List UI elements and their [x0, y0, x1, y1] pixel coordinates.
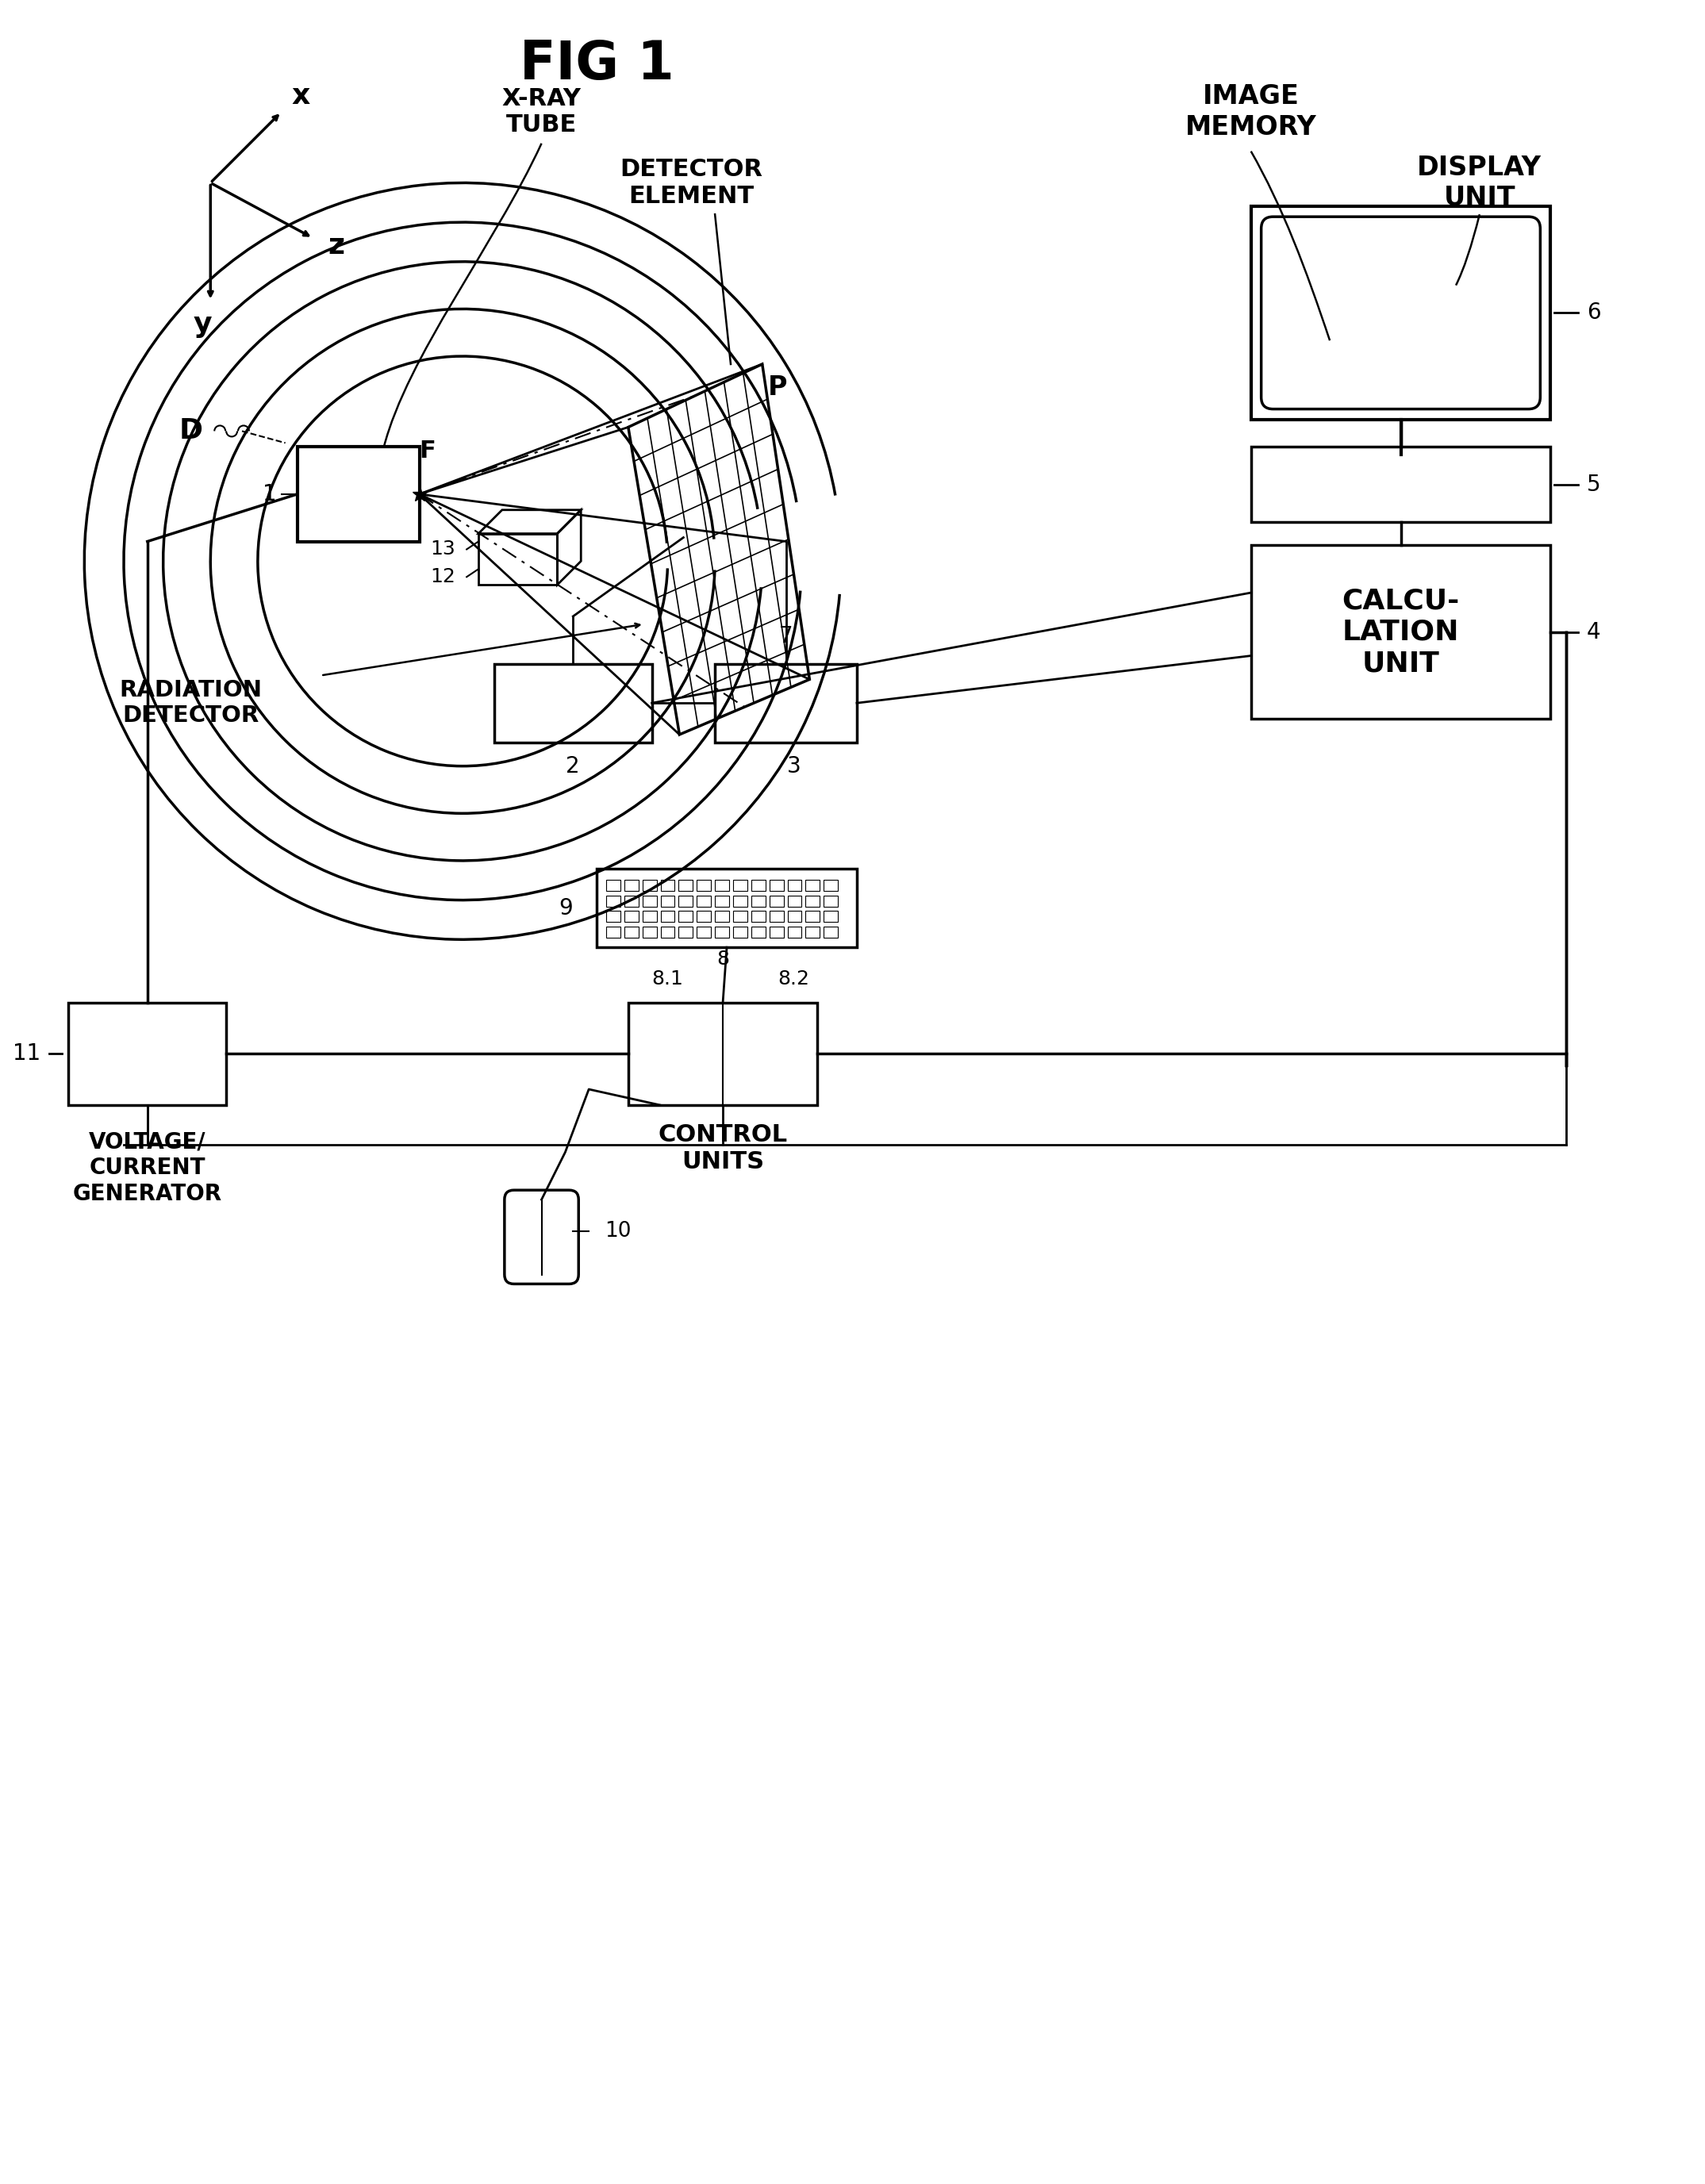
Bar — [769, 911, 784, 922]
Bar — [679, 926, 692, 937]
Bar — [824, 911, 837, 922]
Bar — [624, 911, 638, 922]
Bar — [733, 880, 747, 891]
Bar — [697, 880, 711, 891]
Text: F: F — [419, 439, 435, 463]
Bar — [805, 895, 820, 906]
Bar — [607, 895, 621, 906]
Text: 3: 3 — [786, 756, 801, 778]
Bar — [697, 911, 711, 922]
Text: 12: 12 — [430, 568, 455, 587]
Bar — [643, 926, 656, 937]
Text: 8.1: 8.1 — [651, 970, 684, 989]
Bar — [714, 880, 730, 891]
Text: DISPLAY
UNIT: DISPLAY UNIT — [1417, 155, 1541, 212]
Bar — [714, 664, 858, 743]
Text: RADIATION
DETECTOR: RADIATION DETECTOR — [119, 679, 263, 727]
Bar — [643, 911, 656, 922]
Bar — [714, 911, 730, 922]
Bar — [733, 911, 747, 922]
Bar — [624, 880, 638, 891]
Bar — [624, 895, 638, 906]
Text: 10: 10 — [605, 1221, 631, 1241]
Text: 8.2: 8.2 — [777, 970, 810, 989]
Bar — [643, 895, 656, 906]
Bar — [679, 880, 692, 891]
Bar — [679, 895, 692, 906]
Bar — [788, 911, 801, 922]
Bar — [597, 869, 858, 948]
Bar — [1251, 207, 1550, 419]
Bar — [660, 911, 675, 922]
Bar — [752, 895, 766, 906]
Bar — [643, 880, 656, 891]
Text: y: y — [193, 310, 211, 339]
Text: 4: 4 — [1587, 620, 1601, 644]
Text: 1: 1 — [263, 483, 276, 505]
Text: DETECTOR
ELEMENT: DETECTOR ELEMENT — [621, 157, 762, 207]
Bar — [624, 926, 638, 937]
Text: 11: 11 — [14, 1042, 41, 1066]
Bar — [769, 926, 784, 937]
Bar — [627, 1002, 817, 1105]
Text: 5: 5 — [1587, 474, 1601, 496]
Bar — [805, 880, 820, 891]
Bar — [607, 880, 621, 891]
Bar — [788, 926, 801, 937]
Bar — [824, 926, 837, 937]
Bar — [752, 926, 766, 937]
Text: x: x — [292, 83, 310, 109]
Bar — [494, 664, 651, 743]
Text: CALCU-
LATION
UNIT: CALCU- LATION UNIT — [1342, 587, 1459, 677]
Bar — [607, 926, 621, 937]
Bar — [297, 448, 419, 542]
Bar — [769, 895, 784, 906]
Text: VOLTAGE/
CURRENT
GENERATOR: VOLTAGE/ CURRENT GENERATOR — [73, 1131, 222, 1206]
Bar — [1251, 448, 1550, 522]
Text: FIG 1: FIG 1 — [520, 39, 673, 92]
Text: 6: 6 — [1587, 301, 1601, 323]
Bar — [824, 895, 837, 906]
Text: 2: 2 — [566, 756, 580, 778]
Bar — [752, 880, 766, 891]
Text: 9: 9 — [559, 898, 573, 919]
Text: 7: 7 — [779, 625, 793, 646]
Bar — [714, 926, 730, 937]
Bar — [788, 880, 801, 891]
Bar — [697, 926, 711, 937]
Bar — [752, 911, 766, 922]
Bar — [805, 926, 820, 937]
Text: P: P — [769, 376, 788, 402]
Bar — [679, 911, 692, 922]
Bar — [824, 880, 837, 891]
Bar — [733, 926, 747, 937]
Text: D: D — [179, 417, 203, 446]
Bar — [68, 1002, 227, 1105]
Bar — [660, 880, 675, 891]
Bar — [607, 911, 621, 922]
Bar — [714, 895, 730, 906]
Bar — [805, 911, 820, 922]
Bar — [479, 533, 558, 585]
Bar — [733, 895, 747, 906]
Text: X-RAY
TUBE: X-RAY TUBE — [501, 87, 581, 138]
Bar — [697, 895, 711, 906]
Bar — [769, 880, 784, 891]
Bar — [660, 926, 675, 937]
Text: CONTROL
UNITS: CONTROL UNITS — [658, 1123, 788, 1173]
Text: IMAGE
MEMORY: IMAGE MEMORY — [1185, 83, 1316, 140]
Bar — [660, 895, 675, 906]
Bar — [788, 895, 801, 906]
Bar — [1251, 546, 1550, 719]
Text: 13: 13 — [430, 539, 455, 559]
Text: z: z — [329, 232, 344, 260]
Text: 8: 8 — [716, 950, 730, 970]
